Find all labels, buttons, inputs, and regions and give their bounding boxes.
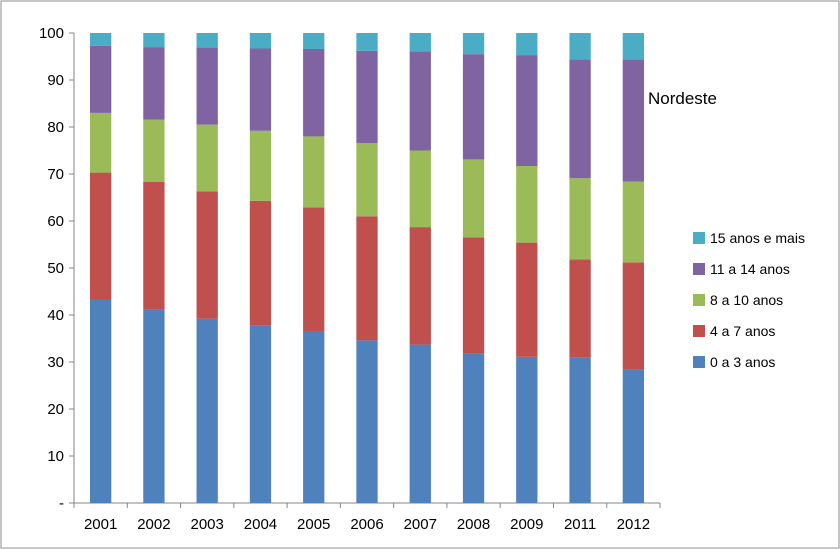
bar-segment-0-a-3-anos-2003	[196, 318, 218, 503]
x-tick-label: 2007	[404, 516, 437, 533]
bar-segment-4-a-7-anos-2006	[356, 216, 378, 341]
y-tick-label: 90	[47, 72, 64, 89]
legend-swatch	[693, 294, 705, 306]
bar-segment-4-a-7-anos-2004	[249, 200, 272, 326]
bar-segment-8-a-10-anos-2009	[516, 166, 538, 243]
bar-segment-0-a-3-anos-2002	[143, 309, 165, 503]
y-tick-label: 20	[47, 401, 64, 418]
x-tick-label: 2012	[617, 516, 650, 533]
legend-label: 4 a 7 anos	[710, 323, 775, 339]
x-tick-label: 2003	[190, 516, 223, 533]
legend-swatch	[693, 356, 705, 368]
y-axis: - 10 20 30 40 50 60 70 80 90 100	[39, 25, 75, 512]
x-tick-label: 2002	[137, 516, 170, 533]
bar-segment-11-a-14-anos-2007	[409, 51, 431, 151]
y-tick-label: 80	[47, 119, 64, 136]
bar-segment-0-a-3-anos-2004	[249, 325, 272, 503]
y-tick-label: 30	[47, 354, 64, 371]
bar-segment-8-a-10-anos-2003	[196, 124, 218, 192]
y-tick-label: 60	[47, 213, 64, 230]
bar-segment-15-anos-e-mais-2003	[196, 33, 218, 48]
bar-segment-0-a-3-anos-2008	[462, 353, 485, 503]
legend-swatch	[693, 325, 705, 337]
bar-segment-8-a-10-anos-2001	[89, 112, 112, 173]
bar-segment-11-a-14-anos-2002	[143, 47, 165, 120]
bar-segment-15-anos-e-mais-2002	[143, 33, 165, 48]
bars-group	[89, 33, 645, 503]
bar-segment-15-anos-e-mais-2004	[249, 33, 272, 49]
legend-swatch	[693, 232, 705, 244]
bar-segment-8-a-10-anos-2004	[249, 130, 272, 201]
bar-segment-4-a-7-anos-2008	[462, 237, 485, 354]
bar-segment-8-a-10-anos-2008	[462, 159, 485, 238]
bar-segment-8-a-10-anos-2002	[143, 119, 165, 182]
bar-segment-11-a-14-anos-2005	[303, 48, 325, 137]
bar-segment-15-anos-e-mais-2001	[89, 33, 112, 46]
x-tick-label: 2006	[350, 516, 383, 533]
bar-segment-8-a-10-anos-2012	[622, 181, 645, 263]
legend-label: 0 a 3 anos	[710, 354, 775, 370]
bar-segment-4-a-7-anos-2007	[409, 227, 431, 345]
chart-title: Nordeste	[648, 89, 717, 108]
bar-segment-11-a-14-anos-2003	[196, 47, 218, 125]
y-tick-label: 50	[47, 260, 64, 277]
bar-segment-15-anos-e-mais-2011	[569, 33, 591, 60]
bar-segment-11-a-14-anos-2009	[516, 55, 538, 167]
bar-segment-4-a-7-anos-2003	[196, 191, 218, 319]
bar-segment-0-a-3-anos-2007	[409, 344, 431, 503]
bar-segment-8-a-10-anos-2005	[303, 136, 325, 208]
bar-segment-0-a-3-anos-2006	[356, 340, 378, 503]
bar-segment-4-a-7-anos-2011	[569, 259, 591, 358]
x-tick-label: 2004	[244, 516, 277, 533]
bar-segment-11-a-14-anos-2011	[569, 59, 591, 179]
bar-segment-4-a-7-anos-2005	[303, 207, 325, 332]
bar-segment-15-anos-e-mais-2007	[409, 33, 431, 52]
x-tick-label: 2008	[457, 516, 490, 533]
bar-segment-11-a-14-anos-2008	[462, 54, 485, 160]
bar-segment-4-a-7-anos-2002	[143, 181, 165, 310]
y-tick-label: 10	[47, 448, 64, 465]
bar-segment-11-a-14-anos-2001	[89, 45, 112, 113]
bar-segment-4-a-7-anos-2009	[516, 242, 538, 357]
bar-segment-4-a-7-anos-2012	[622, 262, 645, 370]
legend-swatch	[693, 263, 705, 275]
x-tick-label: 2011	[564, 516, 596, 533]
bar-segment-15-anos-e-mais-2008	[462, 33, 485, 55]
bar-segment-15-anos-e-mais-2006	[356, 33, 378, 51]
legend-label: 11 a 14 anos	[710, 261, 790, 277]
y-tick-label: 40	[47, 307, 64, 324]
bar-segment-11-a-14-anos-2006	[356, 50, 378, 143]
legend-label: 15 anos e mais	[710, 230, 805, 246]
bar-segment-11-a-14-anos-2004	[249, 48, 272, 131]
bar-segment-0-a-3-anos-2001	[89, 299, 112, 503]
bar-segment-0-a-3-anos-2005	[303, 331, 325, 503]
bar-segment-0-a-3-anos-2012	[622, 369, 645, 503]
bar-segment-8-a-10-anos-2006	[356, 142, 378, 217]
bar-segment-11-a-14-anos-2012	[622, 59, 645, 182]
x-tick-label: 2005	[297, 516, 330, 533]
legend-label: 8 a 10 anos	[710, 292, 783, 308]
x-axis: 2001 2002 2003 2004 2005 2006 2007 2008 2009 2011…	[73, 502, 661, 533]
bar-segment-15-anos-e-mais-2009	[516, 33, 538, 56]
bar-segment-4-a-7-anos-2001	[89, 172, 112, 300]
x-tick-label: 2009	[510, 516, 543, 533]
bar-segment-8-a-10-anos-2011	[569, 178, 591, 260]
bar-segment-15-anos-e-mais-2012	[622, 33, 645, 60]
y-tick-label: -	[59, 495, 64, 512]
bar-segment-0-a-3-anos-2011	[569, 357, 591, 503]
x-tick-label: 2001	[84, 516, 117, 533]
y-tick-label: 70	[47, 166, 64, 183]
y-tick-label: 100	[39, 25, 64, 42]
legend: 15 anos e mais 11 a 14 anos 8 a 10 anos 4 a…	[693, 230, 805, 370]
bar-segment-8-a-10-anos-2007	[409, 150, 431, 228]
bar-segment-0-a-3-anos-2009	[516, 356, 538, 503]
bar-segment-15-anos-e-mais-2005	[303, 33, 325, 49]
